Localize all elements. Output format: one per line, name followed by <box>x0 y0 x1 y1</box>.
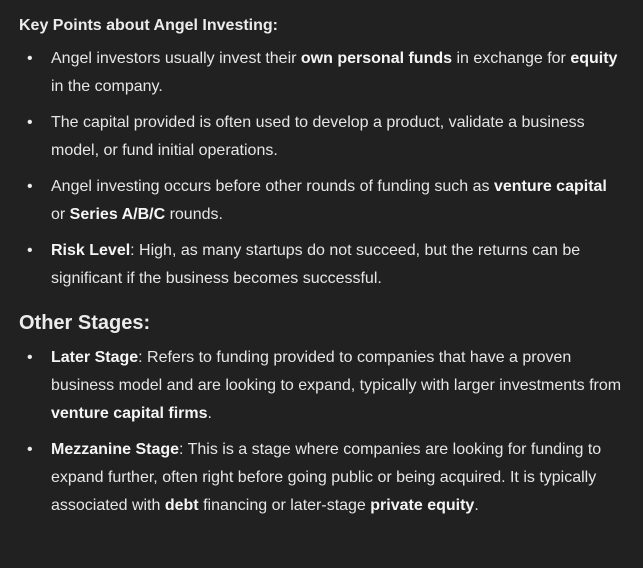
bullet-icon: • <box>27 349 33 366</box>
list-item: • Risk Level: High, as many startups do n… <box>19 237 623 293</box>
list-item: • Angel investing occurs before other rou… <box>19 173 623 229</box>
bold-text: private equity <box>370 497 475 514</box>
text-segment: rounds. <box>165 206 223 223</box>
other-stages-heading: Other Stages: <box>19 312 151 334</box>
list-item: • Later Stage: Refers to funding provided… <box>19 344 623 428</box>
bold-text: Series A/B/C <box>69 206 166 223</box>
text-segment: : High, as many startups do not succeed,… <box>51 242 581 287</box>
text-segment: The capital provided is often used to de… <box>51 114 585 159</box>
bullet-icon: • <box>27 50 33 67</box>
text-segment: in the company. <box>51 78 163 95</box>
text-segment: . <box>207 405 212 422</box>
key-points-list: • Angel investors usually invest their ow… <box>19 45 623 293</box>
list-item: • Angel investors usually invest their ow… <box>19 45 623 101</box>
list-item: • The capital provided is often used to d… <box>19 109 623 165</box>
text-segment: in exchange for <box>452 50 571 67</box>
bold-text: venture capital firms <box>51 405 208 422</box>
bold-text: Risk Level <box>51 242 131 259</box>
bullet-icon: • <box>27 441 33 458</box>
text-segment: : This is a stage where companies are lo… <box>51 441 602 514</box>
bold-text: Later Stage <box>51 349 139 366</box>
text-segment: or <box>51 206 70 223</box>
text-segment: . <box>474 497 479 514</box>
bold-text: Mezzanine Stage <box>51 441 180 458</box>
other-stages-list: • Later Stage: Refers to funding provided… <box>19 344 623 520</box>
list-item: • Mezzanine Stage: This is a stage where … <box>19 436 623 520</box>
text-segment: Angel investors usually invest their <box>51 50 301 67</box>
bold-text: equity <box>570 50 618 67</box>
text-segment: : Refers to funding provided to companie… <box>51 349 622 394</box>
bold-text: own personal funds <box>300 50 453 67</box>
bullet-icon: • <box>27 178 33 195</box>
bold-text: venture capital <box>493 178 607 195</box>
text-segment: financing or later-stage <box>198 497 371 514</box>
bullet-icon: • <box>27 114 33 131</box>
message-content: Key Points about Angel Investing: • Angel… <box>0 16 643 520</box>
text-segment: Angel investing occurs before other roun… <box>51 178 494 195</box>
key-points-heading: Key Points about Angel Investing: <box>19 17 278 34</box>
bold-text: debt <box>164 497 199 514</box>
bullet-icon: • <box>27 242 33 259</box>
